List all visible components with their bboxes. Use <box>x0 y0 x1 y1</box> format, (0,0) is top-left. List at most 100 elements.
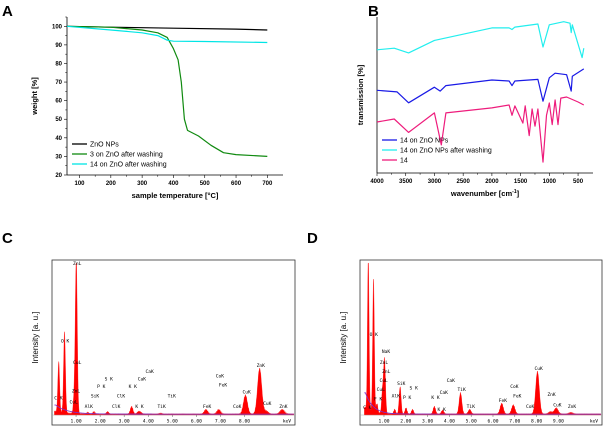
peak-label: CuL <box>69 399 78 405</box>
peak-label: ZnL <box>72 389 81 395</box>
peak-label: CuL <box>73 360 82 366</box>
x-tick-label: 6.00 <box>487 419 498 425</box>
x-tick-label: 400 <box>168 181 179 187</box>
x-tick-label: 200 <box>106 181 117 187</box>
y-tick-label: 80 <box>55 61 62 67</box>
chart-b: B 4000 3500 3000 2500 2000 1500 1000 500 wavenumb… <box>356 3 593 198</box>
y-tick-label: 20 <box>55 173 62 179</box>
x-tick-label: 100 <box>75 181 86 187</box>
peak-label: ZnK <box>279 404 288 410</box>
peak-label: K K <box>431 395 440 401</box>
x-tick-label: 500 <box>573 179 584 185</box>
y-tick-label: 70 <box>55 80 62 86</box>
x-tick-label: 600 <box>231 181 242 187</box>
peak-label: ClK <box>112 404 121 410</box>
peak-label: P K <box>97 384 106 390</box>
x-tick-label: 3500 <box>399 179 413 185</box>
chart-d: D 1.00 2.00 3.00 4.00 5.00 6.00 7.00 8.00 9.00 keV… <box>307 230 603 426</box>
x-tick-label: 1.00 <box>71 419 82 425</box>
x-tick-label: 2.00 <box>95 419 106 425</box>
series-line-1 <box>66 25 268 157</box>
panel-label: C <box>2 230 13 247</box>
peak-label: FeK <box>513 393 522 399</box>
peak-label: TiK <box>158 404 167 410</box>
peak-label: ZnL <box>382 369 391 375</box>
peak-label: ZnK <box>547 392 556 398</box>
peak-label: C K <box>54 395 63 401</box>
panel-label: D <box>307 230 318 247</box>
peak-label: K K <box>135 404 144 410</box>
x-tick-label: 3000 <box>428 179 442 185</box>
x-tick-label: 300 <box>137 181 148 187</box>
x-axis-label-text: wavenumber [cm <box>450 189 513 198</box>
peak-label: ZnK <box>568 404 577 410</box>
x-tick-label: 2.00 <box>400 419 411 425</box>
y-tick-label: 100 <box>52 24 63 30</box>
peak-label: CuK <box>263 401 272 407</box>
chart-c: C 1.00 2.00 3.00 4.00 5.00 6.00 7.00 8.00 keV C K O… <box>2 230 296 426</box>
peak-label: K K <box>437 407 446 413</box>
peak-label: AlK <box>392 393 401 399</box>
y-axis-label: Intensity [a. u.] <box>339 311 348 363</box>
peak-label: FeK <box>499 398 508 404</box>
y-axis-label: Intensity [a. u.] <box>31 311 40 363</box>
peak-label: K K <box>129 384 138 390</box>
x-tick-label: 4000 <box>370 179 384 185</box>
y-axis-label: weight [%] <box>30 77 39 116</box>
series-line-2 <box>376 96 585 163</box>
y-tick-label: 50 <box>55 117 62 123</box>
legend-label: ZnO NPs <box>90 142 119 149</box>
peak-label: CaK <box>447 378 456 384</box>
peak-label: CaK <box>138 377 147 383</box>
peak-label: CuL <box>377 387 386 393</box>
plot-frame <box>51 259 296 426</box>
peak-label: ClK <box>117 393 126 399</box>
background-line <box>54 404 294 415</box>
x-tick-label: 7.00 <box>509 419 520 425</box>
panel-label: A <box>2 3 13 20</box>
x-tick-label: 5.00 <box>466 419 477 425</box>
peak-label: SiK <box>91 393 100 399</box>
chart-a: A 100 200 300 400 500 600 700 20 30 40 50 60 70 80 90 10… <box>2 3 283 200</box>
x-axis-label-sup: -1 <box>512 189 517 195</box>
series-line-1 <box>376 21 585 59</box>
peak-label: FeK <box>203 404 212 410</box>
x-tick-label: 8.00 <box>531 419 542 425</box>
x-axis-label-end: ] <box>517 189 520 198</box>
peak-label: CuK <box>553 402 562 408</box>
x-axis-label-text: sample temperature [°C] <box>132 191 219 200</box>
x-unit-label: keV <box>283 419 292 425</box>
peak-label: P K <box>403 395 412 401</box>
peak-label: S K <box>410 386 419 392</box>
y-tick-label: 60 <box>55 99 62 105</box>
x-tick-label: 4.00 <box>143 419 154 425</box>
plot-frame <box>359 259 603 426</box>
peak-label: ZnK <box>257 363 266 369</box>
legend-label: 14 on ZnO NPs <box>400 138 449 145</box>
peak-label: NaK <box>382 349 391 355</box>
peak-label: ZnL <box>73 261 82 267</box>
peak-label: CoK <box>233 404 242 410</box>
y-tick-label: 40 <box>55 136 62 142</box>
peak-label: CuK <box>242 389 251 395</box>
y-axis-label: transmission [%] <box>356 64 365 125</box>
x-tick-label: 1000 <box>543 179 557 185</box>
x-tick-label: 1500 <box>514 179 528 185</box>
peak-label: TiK <box>467 404 476 410</box>
x-tick-label: 7.00 <box>215 419 226 425</box>
series-line-2 <box>66 25 268 44</box>
x-tick-label: 6.00 <box>191 419 202 425</box>
peak-label: TiK <box>168 393 177 399</box>
peak-label: CoK <box>216 374 225 380</box>
peak-label: CuK <box>534 366 543 372</box>
series-line-0 <box>376 68 585 104</box>
peak-label: FeK <box>219 383 228 389</box>
legend-label: 3 on ZnO after washing <box>90 152 163 159</box>
background-line <box>364 392 601 415</box>
x-tick-label: 5.00 <box>167 419 178 425</box>
spectrum-area <box>54 262 294 416</box>
peak-label: ZnL <box>380 360 389 366</box>
legend-label: 14 on ZnO NPs after washing <box>400 148 492 155</box>
x-unit-label: keV <box>590 419 599 425</box>
